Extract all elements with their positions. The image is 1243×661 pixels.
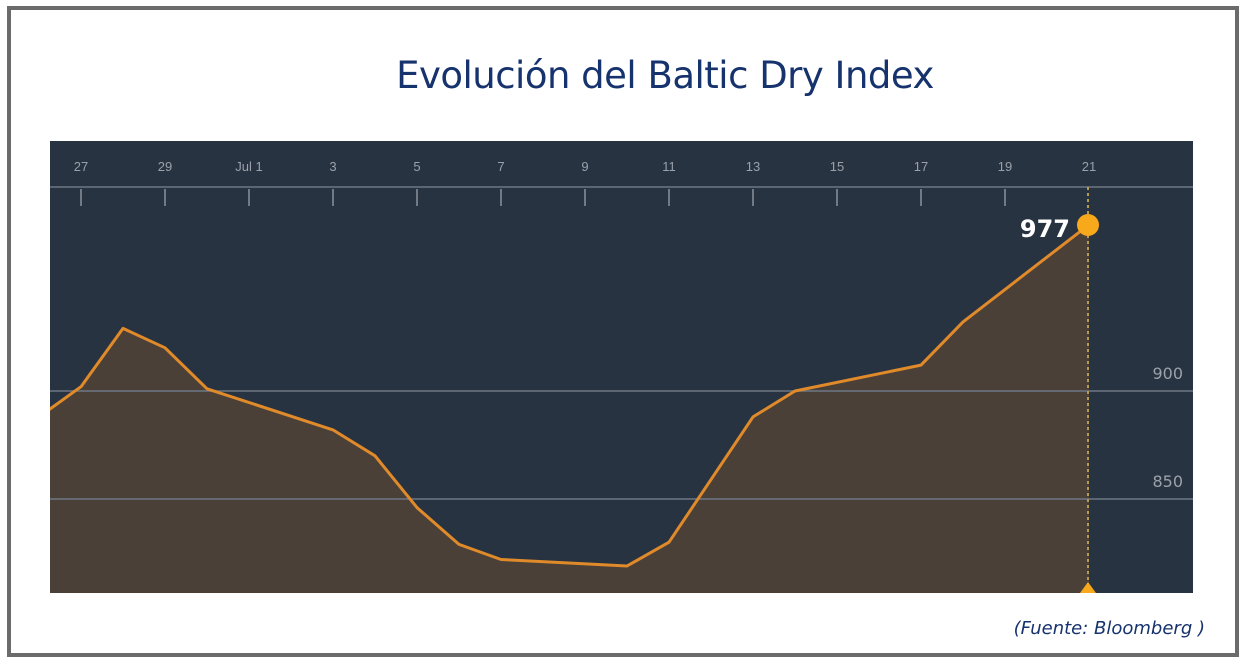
chart-plot: 27 29 Jul 1 3 5 7 9 11 13 15 17 19 21 900 850 977 [50,141,1193,593]
x-tick-label: 7 [497,159,504,174]
x-axis-ticks: 27 29 Jul 1 3 5 7 9 11 13 15 17 19 21 [74,159,1096,206]
x-tick-label: 3 [329,159,336,174]
y-tick-850: 850 [1152,472,1183,491]
x-tick-label: 29 [158,159,172,174]
x-tick-label: 15 [830,159,844,174]
y-tick-900: 900 [1152,364,1183,383]
x-tick-label: 27 [74,159,88,174]
x-tick-label: 17 [914,159,928,174]
x-tick-label: 19 [998,159,1012,174]
highlight-marker[interactable] [1077,214,1099,236]
x-tick-label: 11 [662,159,676,174]
chart-title: Evolución del Baltic Dry Index [396,54,934,97]
x-tick-label: 13 [746,159,760,174]
source-note: (Fuente: Bloomberg ) [1013,618,1205,639]
x-tick-label: Jul 1 [235,159,262,174]
x-tick-label: 21 [1082,159,1096,174]
data-line [50,223,1090,568]
crosshair-pointer-icon [1080,582,1096,593]
highlight-value-label: 977 [1020,215,1070,243]
x-tick-label: 5 [413,159,420,174]
x-tick-label: 9 [581,159,588,174]
area-fill [50,224,1089,593]
